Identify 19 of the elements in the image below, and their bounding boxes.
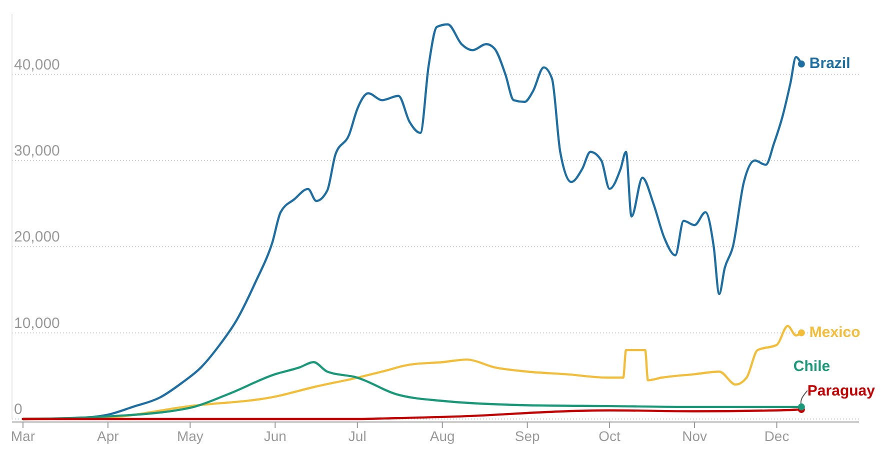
y-tick-label: 30,000 [14,142,60,160]
x-tick-label: Jul [348,428,366,444]
x-tick-label: Aug [430,428,455,444]
x-tick-label: Dec [764,428,790,444]
series-label: Paraguay [807,382,876,400]
y-tick-label: 20,000 [14,228,60,246]
series-label: Chile [793,358,830,375]
x-tick-label: May [176,428,204,444]
y-tick-label: 40,000 [14,56,60,74]
y-tick-label: 10,000 [14,314,60,332]
series-label: Brazil [809,54,850,72]
x-tick-label: Oct [598,428,621,444]
x-tick-label: Jun [264,428,286,444]
x-tick-label: Nov [682,428,707,444]
y-tick-label: 0 [14,401,22,418]
x-tick-label: Sep [514,428,540,444]
x-tick-label: Apr [97,428,120,444]
x-tick-label: Mar [10,428,36,444]
series-label: Mexico [809,324,860,341]
